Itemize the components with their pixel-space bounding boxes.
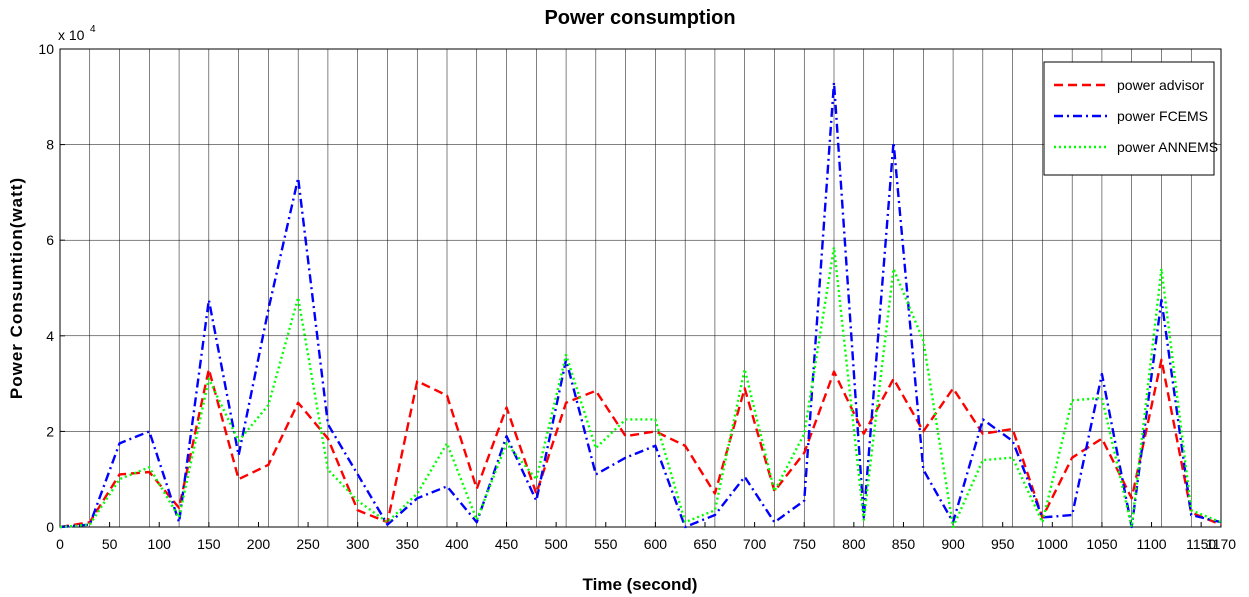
y-exponent-power: 4	[90, 24, 96, 35]
series-line-1	[59, 358, 1222, 529]
x-tick-label: 0	[56, 536, 64, 552]
x-tick-label: 1050	[1086, 536, 1117, 552]
y-axis: 0 2 4 6 8 10	[38, 41, 65, 535]
legend-box	[1043, 61, 1215, 176]
legend-label-3: power ANNEMS	[1117, 139, 1218, 155]
y-tick-label: 0	[46, 519, 54, 535]
x-tick-label: 1170	[1206, 536, 1236, 552]
x-tick-label: 150	[197, 536, 221, 552]
chart-title: Power consumption	[544, 7, 735, 29]
y-exponent-label: x 10	[58, 27, 85, 43]
plot-area	[59, 48, 1222, 528]
x-tick-label: 1150	[1186, 536, 1216, 552]
x-tick-label: 250	[296, 536, 320, 552]
x-tick-label: 1100	[1136, 536, 1166, 552]
x-tick-label: 400	[445, 536, 469, 552]
y-tick-label: 6	[46, 232, 54, 248]
x-tick-label: 200	[247, 536, 271, 552]
series-layer	[59, 81, 1222, 529]
x-tick-label: 450	[495, 536, 519, 552]
grid	[60, 49, 1221, 527]
series-line-3	[59, 246, 1222, 529]
x-tick-label: 550	[594, 536, 618, 552]
x-tick-label: 500	[544, 536, 568, 552]
x-tick-label: 950	[991, 536, 1015, 552]
x-tick-label: 900	[941, 536, 965, 552]
y-tick-label: 8	[46, 137, 54, 153]
x-tick-label: 850	[892, 536, 916, 552]
x-tick-label: 650	[693, 536, 717, 552]
x-tick-label: 100	[148, 536, 172, 552]
x-tick-label: 300	[346, 536, 370, 552]
y-axis-label: Power Consumtion(watt)	[7, 177, 26, 399]
x-tick-label: 50	[102, 536, 118, 552]
x-axis: 0 50 100 150 200 250 300 350 400 450 500 550 600 650 7…	[56, 522, 1236, 552]
legend-label-2: power FCEMS	[1117, 108, 1208, 124]
x-tick-label: 800	[842, 536, 866, 552]
x-tick-label: 350	[396, 536, 420, 552]
x-axis-label: Time (second)	[583, 575, 698, 594]
legend: power advisor power FCEMS power ANNEMS	[1043, 61, 1218, 176]
x-tick-label: 600	[644, 536, 668, 552]
y-tick-label: 2	[46, 423, 54, 439]
x-tick-label: 700	[743, 536, 767, 552]
legend-label-1: power advisor	[1117, 77, 1204, 93]
series-line-2	[59, 81, 1222, 529]
y-tick-label: 10	[38, 41, 54, 57]
x-tick-label: 1000	[1037, 536, 1068, 552]
x-tick-label: 750	[793, 536, 817, 552]
y-tick-label: 4	[46, 328, 54, 344]
